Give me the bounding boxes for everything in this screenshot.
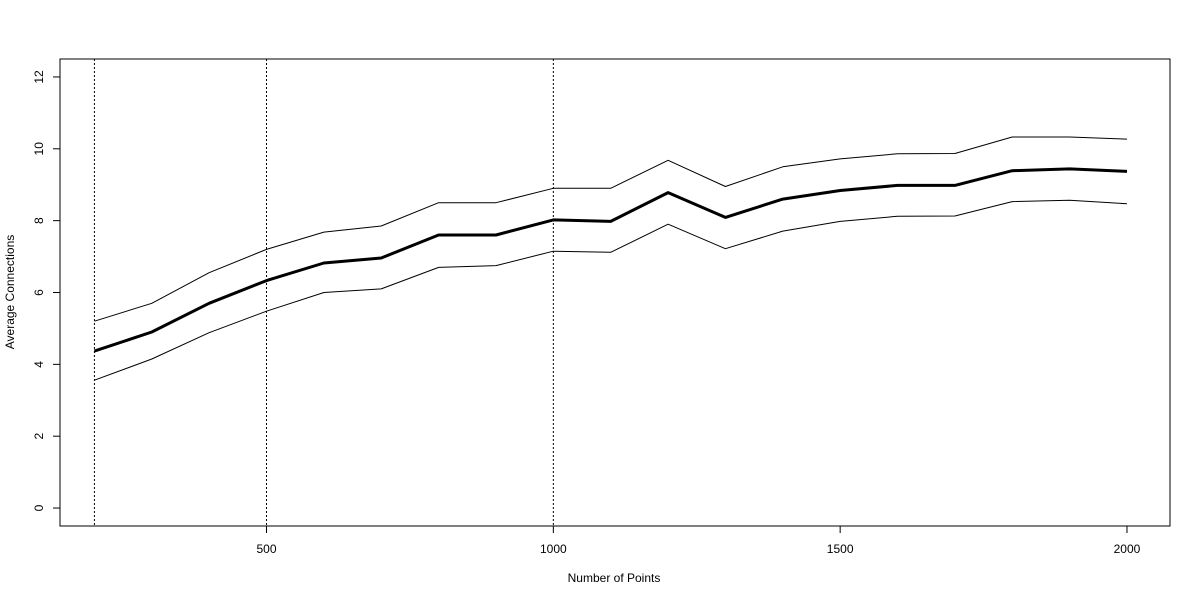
x-axis-label: Number of Points: [568, 571, 661, 585]
lower-series-line: [94, 199, 1128, 381]
x-tick-label: 1500: [827, 542, 854, 556]
reference-lines: [93, 59, 554, 526]
upper-series-line: [94, 136, 1128, 322]
plot-frame: [59, 58, 1171, 527]
y-tick-label: 6: [32, 289, 46, 296]
y-tick-label: 4: [32, 361, 46, 368]
x-tick-label: 500: [256, 542, 276, 556]
y-axis: 0 2 4 6 8 10 12: [32, 70, 60, 511]
series-group: [93, 136, 1128, 381]
x-tick-label: 1000: [540, 542, 567, 556]
x-axis: 500 1000 1500 2000: [256, 526, 1141, 556]
y-axis-label: Average Connections: [3, 235, 17, 350]
y-tick-label: 12: [32, 70, 46, 84]
y-tick-label: 8: [32, 217, 46, 224]
mean-series-line: [93, 167, 1128, 353]
y-tick-label: 2: [32, 433, 46, 440]
x-tick-label: 2000: [1114, 542, 1141, 556]
y-tick-label: 10: [32, 142, 46, 156]
y-tick-label: 0: [32, 504, 46, 511]
